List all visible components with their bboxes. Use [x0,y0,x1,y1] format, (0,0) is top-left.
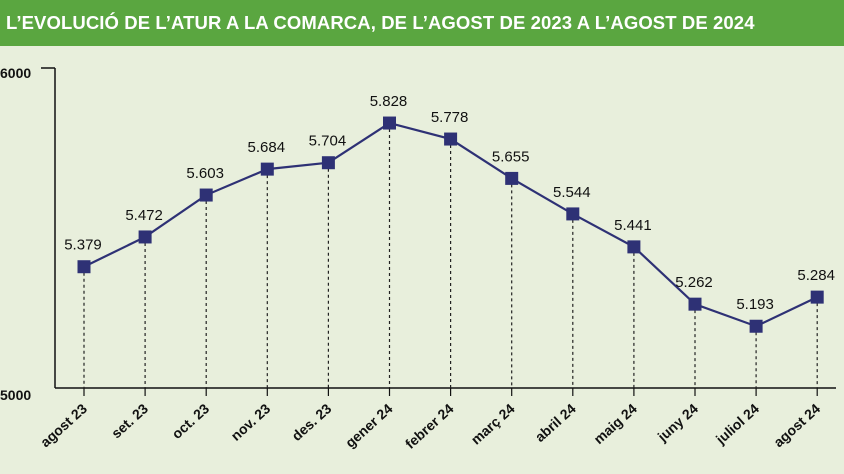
x-tick-label: gener 24 [342,400,396,451]
data-point [444,132,458,146]
chart-title-bar: L’EVOLUCIÓ DE L’ATUR A LA COMARCA, DE L’… [0,0,844,46]
data-point [505,171,519,185]
data-label: 5.828 [370,93,408,110]
data-label: 5.262 [675,274,713,291]
x-tick-label: set. 23 [108,400,151,441]
chart-title: L’EVOLUCIÓ DE L’ATUR A LA COMARCA, DE L’… [6,12,755,33]
data-point [810,290,824,304]
x-tick-label: oct. 23 [169,400,213,442]
data-point [321,156,335,170]
x-tick-label: abril 24 [532,400,579,445]
line-chart: 6000 5000 5.379 5.472 5.603 5.684 5.704 5.828 5.… [0,65,836,452]
data-point [627,240,641,254]
x-tick-label: nov. 23 [228,400,274,444]
data-label: 5.193 [736,296,774,313]
data-label: 5.684 [248,139,286,156]
data-point [138,230,152,244]
x-tick-label: març 24 [468,400,518,447]
data-point [77,260,91,274]
data-label: 5.603 [186,165,224,182]
x-tick-label: febrer 24 [402,400,457,452]
data-point [566,207,580,221]
data-label: 5.544 [553,184,591,201]
data-label: 5.704 [309,133,347,150]
x-tick-label: agost 24 [770,400,823,450]
data-label: 5.379 [64,237,102,254]
x-tick-label: juny 24 [654,400,701,445]
x-tick-label: agost 23 [37,400,90,450]
data-label: 5.441 [614,217,652,234]
data-point [199,188,213,202]
data-point [688,297,702,311]
x-tick-label: juliol 24 [712,400,762,448]
x-tick-label: des. 23 [288,400,334,444]
data-label: 5.778 [431,109,469,126]
data-label: 5.472 [125,207,163,224]
data-point [260,162,274,176]
data-label: 5.284 [797,267,835,284]
data-point [383,116,396,130]
x-tick-label: maig 24 [590,400,640,447]
y-tick-label: 6000 [0,65,31,81]
data-label: 5.655 [492,148,530,165]
y-tick-label: 5000 [0,387,31,403]
data-point [749,319,763,333]
